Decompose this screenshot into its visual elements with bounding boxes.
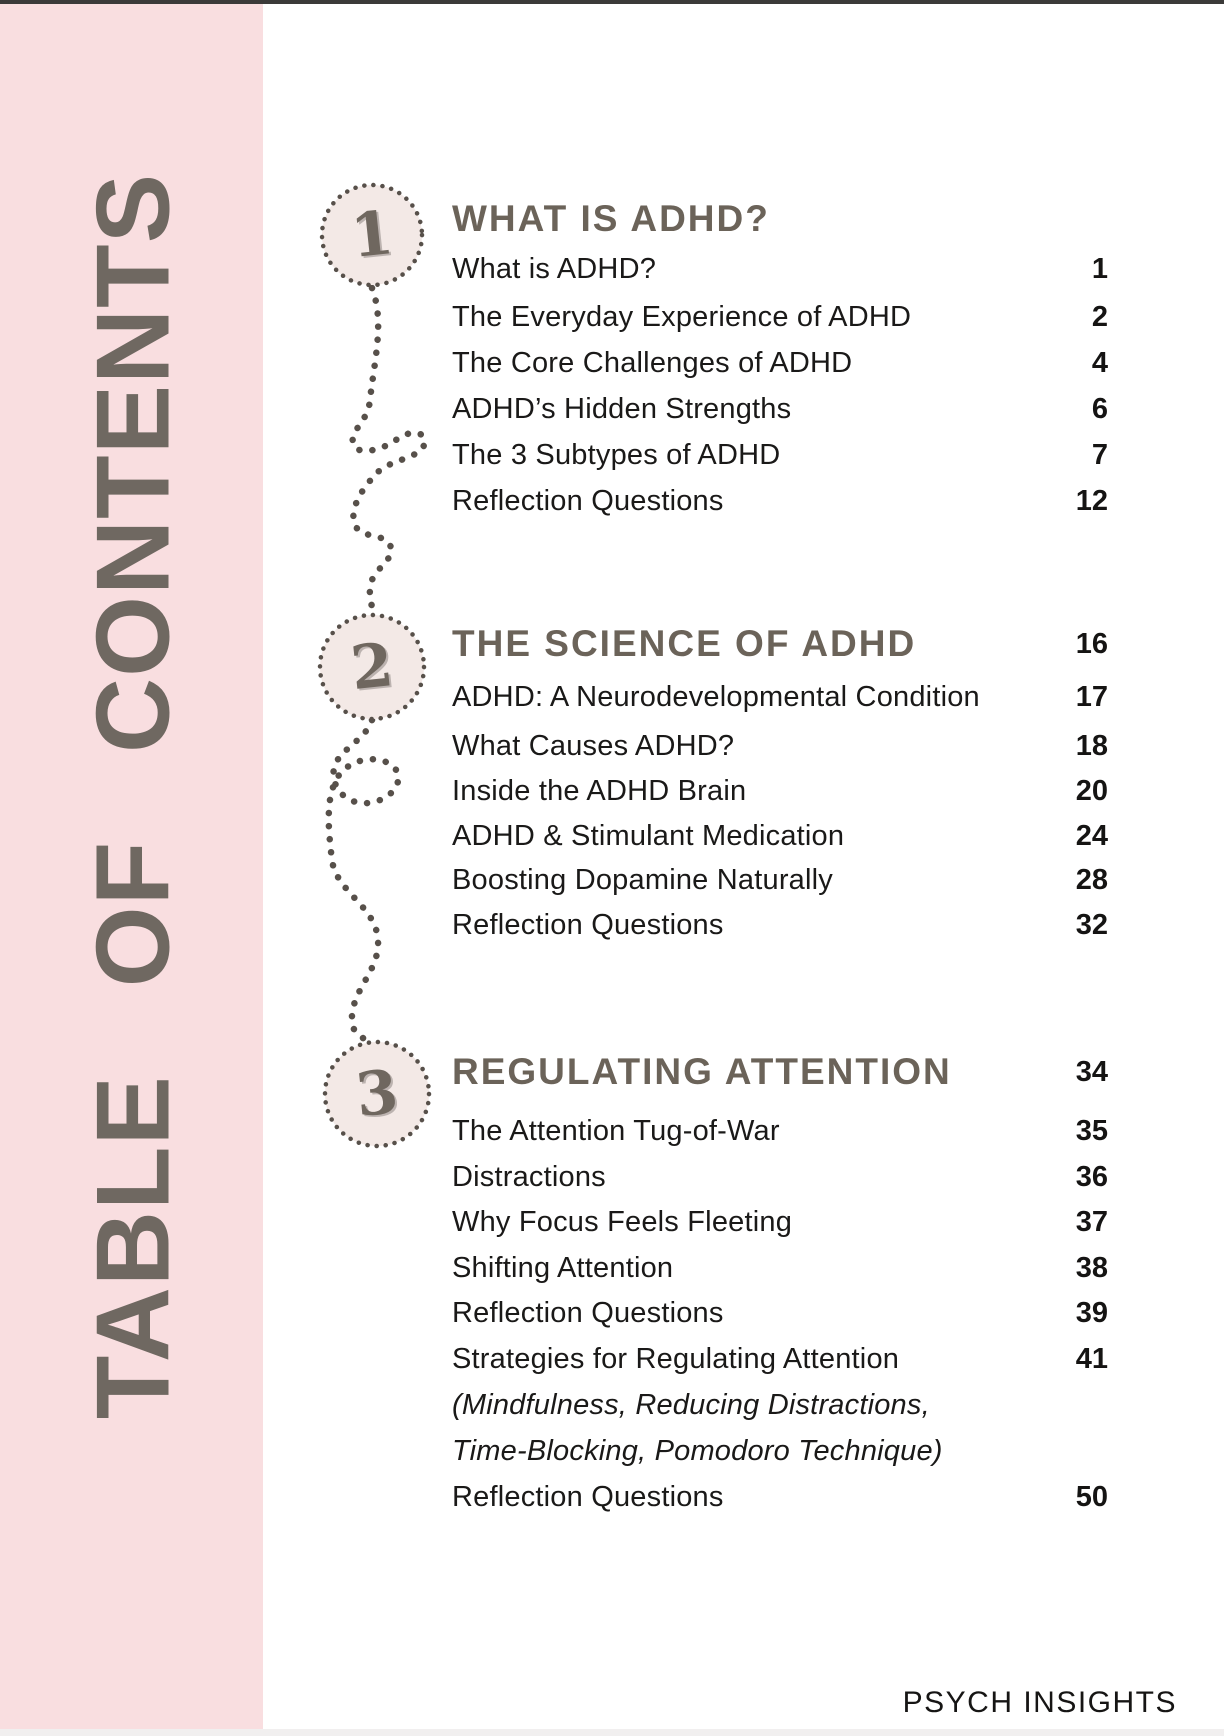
toc-entry-label: What Causes ADHD? [452,730,735,762]
toc-entry-label: What is ADHD? [452,253,657,285]
toc-entry-label: Inside the ADHD Brain [452,775,747,807]
toc-row: Time-Blocking, Pomodoro Technique) [452,1434,1108,1468]
toc-entry-label: Distractions [452,1161,606,1193]
toc-entry-page: 24 [1075,819,1108,852]
toc-row[interactable]: What is ADHD? 1 [452,252,1108,286]
toc-entry-label: ADHD: A Neurodevelopmental Condition [452,681,980,713]
section-page-number: 16 [1075,627,1108,660]
toc-entry-label: Shifting Attention [452,1252,674,1284]
section-title: WHAT IS ADHD? [452,198,770,239]
section-title: THE SCIENCE OF ADHD [452,623,917,664]
toc-entry-note: Time-Blocking, Pomodoro Technique) [452,1435,943,1467]
toc-entry-label: Reflection Questions [452,909,724,941]
toc-row[interactable]: Strategies for Regulating Attention 41 [452,1342,1108,1376]
toc-row[interactable]: Inside the ADHD Brain 20 [452,774,1108,808]
section-2-circle [317,612,427,722]
toc-entry-page: 41 [1075,1342,1108,1375]
toc-entry-page: 39 [1075,1296,1108,1329]
toc-entry-page: 28 [1075,863,1108,896]
toc-row[interactable]: Reflection Questions 39 [452,1296,1108,1330]
toc-entry-page: 18 [1075,729,1108,762]
toc-row[interactable]: The Core Challenges of ADHD 4 [452,346,1108,380]
toc-entry-page: 20 [1075,774,1108,807]
toc-entry-page: 32 [1075,908,1108,941]
toc-entry-page: 38 [1075,1251,1108,1284]
toc-entry-label: The 3 Subtypes of ADHD [452,439,781,471]
toc-row[interactable]: ADHD’s Hidden Strengths 6 [452,392,1108,426]
toc-entry-page: 35 [1075,1114,1108,1147]
toc-row[interactable]: ADHD & Stimulant Medication 24 [452,819,1108,853]
brand-footer: PSYCH INSIGHTS [902,1686,1177,1719]
toc-entry-label: Reflection Questions [452,485,724,517]
toc-row[interactable]: Why Focus Feels Fleeting 37 [452,1205,1108,1239]
toc-entry-page: 2 [1091,300,1108,333]
toc-entry-label: The Core Challenges of ADHD [452,347,853,379]
toc-entry-page: 1 [1091,252,1108,285]
toc-entry-page: 12 [1075,484,1108,517]
toc-row[interactable]: Distractions 36 [452,1160,1108,1194]
toc-entry-label: The Attention Tug-of-War [452,1115,780,1147]
toc-entry-page: 37 [1075,1205,1108,1238]
toc-entry-page: 4 [1091,346,1108,379]
sidebar: TABLE OF CONTENTS [0,4,263,1729]
section-title: REGULATING ATTENTION [452,1051,952,1092]
toc-row[interactable]: The Everyday Experience of ADHD 2 [452,300,1108,334]
toc-row[interactable]: Reflection Questions 12 [452,484,1108,518]
toc-entry-label: ADHD’s Hidden Strengths [452,393,792,425]
toc-entry-label: ADHD & Stimulant Medication [452,820,845,852]
toc-entry-page: 6 [1091,392,1108,425]
toc-row[interactable]: Shifting Attention 38 [452,1251,1108,1285]
toc-row[interactable]: The Attention Tug-of-War 35 [452,1114,1108,1148]
toc-entry-page: 50 [1075,1480,1108,1513]
section-3-circle [322,1039,432,1149]
toc-entry-note: (Mindfulness, Reducing Distractions, [452,1389,930,1421]
section-page-number: 34 [1075,1055,1108,1088]
dotted-connector-2 [325,716,402,1048]
toc-entry-page: 17 [1075,680,1108,713]
toc-entry-label: Boosting Dopamine Naturally [452,864,833,896]
toc-entry-label: The Everyday Experience of ADHD [452,301,912,333]
section-1-header[interactable]: WHAT IS ADHD? [452,197,1108,241]
toc-entry-label: Reflection Questions [452,1481,724,1513]
section-3-header[interactable]: REGULATING ATTENTION 34 [452,1050,1108,1094]
section-3-number-badge: 3 [352,1057,402,1131]
section-2-number-badge: 2 [347,630,397,704]
toc-entry-label: Reflection Questions [452,1297,724,1329]
top-border [0,0,1224,4]
dotted-path-decoration [317,182,432,1149]
toc-row[interactable]: Reflection Questions 32 [452,908,1108,942]
toc-entry-label: Why Focus Feels Fleeting [452,1206,793,1238]
toc-row[interactable]: Boosting Dopamine Naturally 28 [452,863,1108,897]
toc-row[interactable]: Reflection Questions 50 [452,1480,1108,1514]
toc-row[interactable]: What Causes ADHD? 18 [452,729,1108,763]
toc-row[interactable]: ADHD: A Neurodevelopmental Condition 17 [452,680,1108,714]
section-2-header[interactable]: THE SCIENCE OF ADHD 16 [452,622,1108,666]
toc-entry-page: 36 [1075,1160,1108,1193]
toc-entry-label: Strategies for Regulating Attention [452,1343,900,1375]
toc-row: (Mindfulness, Reducing Distractions, [452,1388,1108,1422]
dotted-connector-1 [349,284,428,616]
section-1-number-badge: 1 [347,198,397,272]
bottom-strip [0,1729,1224,1736]
section-1-circle [319,182,425,288]
toc-entry-page: 7 [1091,438,1108,471]
vertical-page-title: TABLE OF CONTENTS [75,172,192,1420]
toc-row[interactable]: The 3 Subtypes of ADHD 7 [452,438,1108,472]
